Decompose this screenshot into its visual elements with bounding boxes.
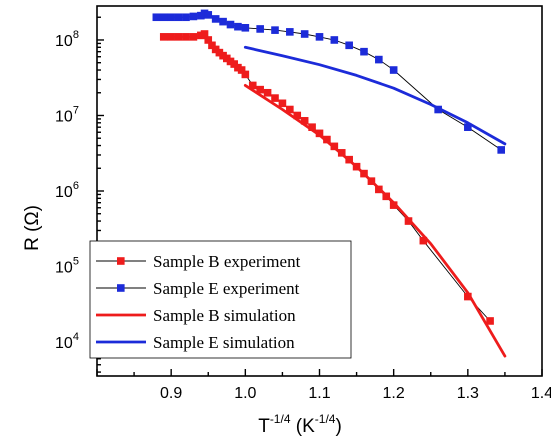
series-line [243,84,507,358]
data-point [226,20,235,29]
data-point [419,236,428,245]
data-point [208,41,216,50]
data-point [497,146,506,154]
legend-label: Sample B simulation [153,306,296,325]
data-point [308,123,316,131]
data-point [286,105,294,114]
data-point [182,13,190,22]
data-point [464,123,472,131]
data-point [271,26,279,34]
y-tick-label: 106 [55,180,79,201]
data-point [293,111,302,120]
data-point [152,13,161,22]
data-point [200,30,209,38]
data-point [234,22,242,31]
data-point [300,30,309,38]
legend-item: Sample E simulation [96,333,295,352]
series-line [243,45,507,146]
y-tick-label: 105 [55,256,79,277]
legend-label: Sample E experiment [153,279,300,298]
x-tick-label: 1.0 [234,385,256,402]
data-point [256,25,264,33]
data-point [204,36,213,44]
data-point [189,33,198,41]
series-sample-e-simulation [243,45,507,146]
data-point [219,17,227,26]
legend-item: Sample B experiment [96,252,301,271]
data-point [237,66,246,74]
data-point [389,66,398,74]
legend-item: Sample B simulation [96,306,296,325]
data-point [167,13,175,22]
data-point [330,36,339,44]
data-point [241,23,250,32]
x-tick-label: 1.1 [308,385,330,402]
data-point [241,70,250,79]
x-tick-label: 1.3 [457,385,479,402]
x-axis-title-base: T [258,416,270,437]
y-tick-label: 104 [55,331,79,352]
data-point [182,33,190,41]
y-tick-label: 107 [55,104,79,125]
x-tick-label: 0.9 [160,385,182,402]
x-axis-title-exp: -1/4 [270,412,291,426]
data-point [211,15,220,23]
data-point [174,33,183,41]
legend-label: Sample B experiment [153,252,301,271]
data-point [345,41,353,50]
data-point [300,117,309,125]
x-tick-label: 1.2 [383,385,405,402]
legend: Sample B experiment Sample E experiment Sa… [89,240,352,359]
data-point [278,99,287,108]
data-point [389,201,398,209]
x-axis-title: T-1/4 (K-1/4) [258,412,342,437]
data-point [256,85,264,94]
legend-marker [117,257,125,265]
series-sample-b-simulation [243,84,507,358]
y-tick-label: 108 [55,29,79,50]
data-point [159,33,168,41]
svg-text:T-1/4 (K-1/4): T-1/4 (K-1/4) [258,412,342,437]
x-tick-label: 1.4 [531,385,551,402]
y-axis-title: R (Ω) [22,205,43,251]
data-point [315,33,324,41]
x-axis-title-unit-exp: -1/4 [315,412,336,426]
data-point [174,13,183,22]
data-point [360,47,368,56]
data-point [286,28,294,36]
data-point [271,94,279,102]
legend-marker [117,284,125,292]
x-axis-ticks [96,369,543,376]
data-point [486,317,494,325]
legend-label: Sample E simulation [153,333,295,352]
legend-item: Sample E experiment [96,279,300,298]
data-point [204,11,213,19]
x-axis-title-unit-open: (K [291,416,316,437]
data-point [263,88,272,97]
data-point [189,12,198,21]
x-axis-title-unit-close: ) [335,416,341,437]
data-point [248,81,257,90]
data-point [315,129,324,138]
data-point [323,135,331,144]
data-point [159,13,168,22]
data-point [464,292,472,301]
series-sample-e-experiment [152,9,506,154]
data-point [167,33,175,41]
data-point [375,55,383,64]
